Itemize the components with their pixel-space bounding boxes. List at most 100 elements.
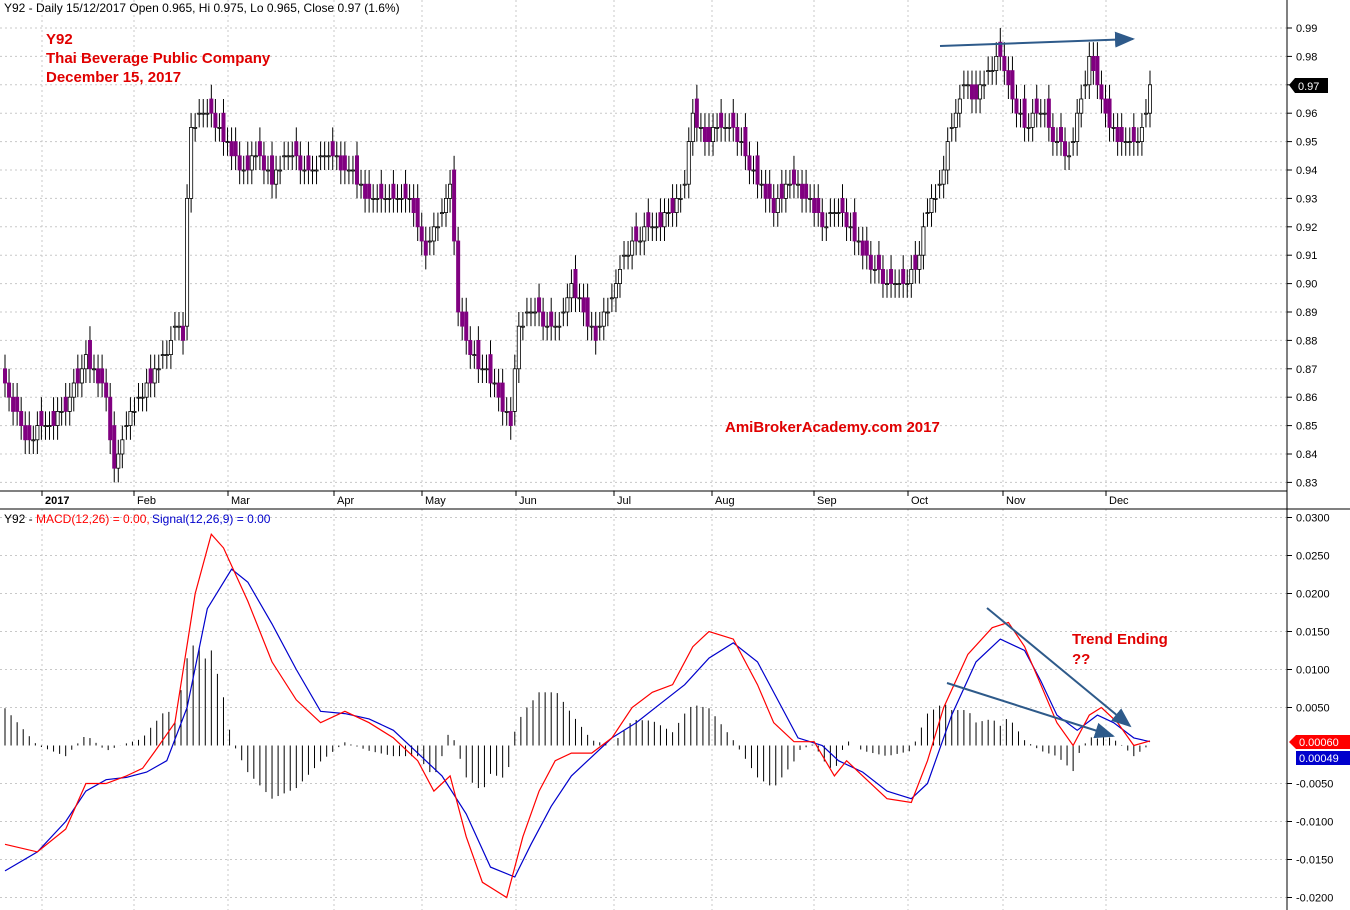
candle-body [233, 141, 238, 157]
date-tick-label: 2017 [45, 495, 69, 507]
price-header: Y92 - Daily 15/12/2017 Open 0.965, Hi 0.… [4, 1, 400, 15]
candle-body [816, 197, 821, 213]
candle-body [1054, 141, 1059, 144]
candle-body [51, 410, 56, 426]
candle-body [310, 169, 315, 172]
candle-body [957, 98, 962, 114]
candle-body [1075, 112, 1080, 142]
signal-value-badge: 0.00049 [1296, 751, 1350, 765]
price-tick-label: 0.87 [1296, 364, 1317, 376]
candle-body [739, 141, 744, 144]
candle-body [87, 339, 92, 370]
candle-body [1026, 127, 1031, 129]
candle-body [565, 297, 570, 313]
candle-body [322, 155, 327, 158]
candle-body [306, 155, 311, 171]
candle-body [403, 183, 408, 199]
signal-line [4, 568, 1151, 878]
candle-body [698, 127, 703, 129]
candle-body [609, 297, 614, 300]
candle-body [646, 212, 651, 228]
candle-body [423, 240, 428, 256]
candle-body [994, 56, 999, 72]
date-tick-label: May [425, 495, 446, 507]
candle-body [83, 354, 88, 370]
candle-body [965, 84, 970, 87]
candle-body [682, 183, 687, 186]
candle-body [925, 212, 930, 215]
candle-body [1148, 84, 1153, 114]
candle-body [431, 226, 436, 242]
candle-body [338, 155, 343, 171]
candle-body [456, 240, 461, 313]
price-tick-label: 0.85 [1296, 421, 1317, 433]
candle-body [468, 339, 473, 355]
candle-body [201, 112, 206, 115]
candle-body [626, 254, 631, 257]
candle-body [217, 127, 222, 129]
candle-body [909, 268, 914, 284]
candle-body [108, 396, 113, 441]
candle-body [354, 155, 359, 185]
candle-body [79, 368, 84, 384]
candle-body [978, 84, 983, 100]
candle-body [723, 127, 728, 129]
candle-body [435, 226, 440, 229]
macd-tick-label: 0.0050 [1296, 703, 1330, 715]
candle-body [1091, 56, 1096, 72]
trend-annotation: Trend Ending [1072, 631, 1168, 648]
candle-body [274, 169, 279, 185]
candle-body [460, 311, 465, 327]
resistance-arrow [939, 31, 1135, 48]
candle-body [658, 212, 663, 228]
candle-body [731, 112, 736, 128]
candle-body [666, 212, 671, 215]
candle-body [144, 382, 149, 398]
candle-body [31, 439, 36, 442]
price-tick-label: 0.86 [1296, 392, 1317, 404]
candle-body [836, 212, 841, 215]
candle-body [617, 268, 622, 284]
candle-body [1087, 56, 1092, 86]
candle-body [221, 112, 226, 142]
candle-body [974, 84, 979, 100]
candle-body [840, 197, 845, 213]
price-tick-label: 0.94 [1296, 165, 1317, 177]
candle-body [160, 354, 165, 357]
date-tick-label: Aug [715, 495, 735, 507]
candle-body [448, 183, 453, 199]
candle-body [872, 268, 877, 271]
candlesticks [3, 28, 1153, 483]
candle-body [444, 197, 449, 213]
candle-body [711, 127, 716, 143]
candle-body [1030, 112, 1035, 128]
candle-body [253, 155, 258, 158]
candle-body [613, 283, 618, 299]
candle-body [197, 112, 202, 115]
candle-body [986, 70, 991, 72]
candle-body [686, 141, 691, 185]
candle-body [524, 311, 529, 314]
candle-body [92, 368, 97, 371]
candle-body [573, 268, 578, 299]
candle-body [630, 240, 635, 256]
candle-body [7, 382, 12, 398]
candle-body [128, 410, 133, 426]
candle-body [132, 410, 137, 413]
candle-body [1107, 98, 1112, 128]
candle-body [249, 155, 254, 171]
candle-body [484, 368, 489, 371]
candle-body [241, 169, 246, 172]
candle-body [229, 141, 234, 157]
candle-body [1038, 112, 1043, 115]
candle-body [1143, 112, 1148, 115]
macd-tick-label: 0.0200 [1296, 589, 1330, 601]
candle-body [844, 212, 849, 228]
candle-body [557, 325, 562, 328]
candle-body [824, 226, 829, 229]
candle-body [168, 339, 173, 355]
candle-body [1123, 141, 1128, 144]
price-axis: 0.83 0.84 0.85 0.86 0.87 0.88 0.89 0.90 0.91 0.92… [1287, 23, 1317, 489]
candle-body [735, 127, 740, 143]
candle-body [314, 169, 319, 172]
